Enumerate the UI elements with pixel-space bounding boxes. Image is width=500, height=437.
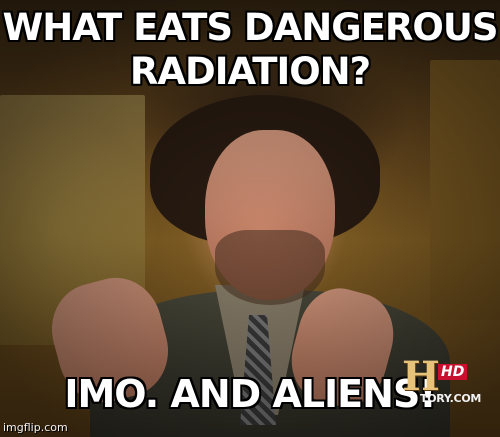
bottom-caption: IMO. AND ALIENS!: [64, 372, 436, 416]
logo-url-text: TORY.COM: [420, 392, 482, 405]
top-caption: WHAT EATS DANGEROUS RADIATION?: [2, 6, 498, 93]
history-channel-logo: H HD TORY.COM: [402, 356, 500, 412]
background-panel: [430, 60, 500, 320]
beard: [215, 230, 325, 305]
hd-badge: HD: [438, 364, 468, 380]
logo-letter: H: [402, 353, 440, 400]
watermark: imgflip.com: [3, 421, 68, 434]
